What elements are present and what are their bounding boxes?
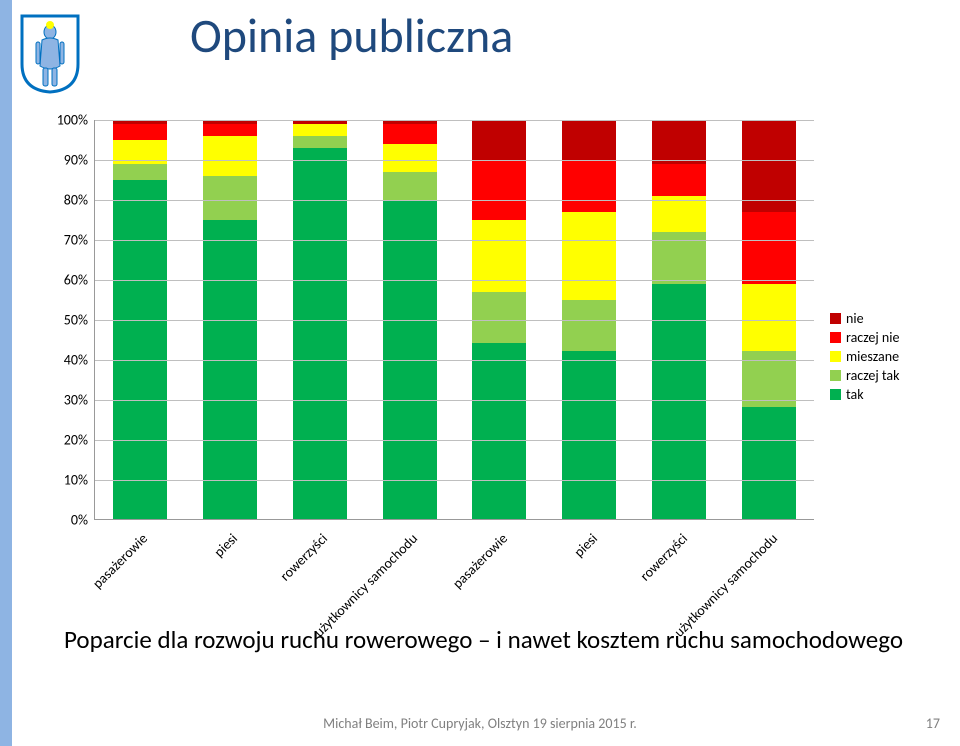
bar-segment-mieszane: [383, 144, 437, 172]
legend-label: raczej tak: [846, 367, 900, 384]
bar-segment-nie: [472, 120, 526, 160]
gridline: [95, 280, 814, 281]
ytick-label: 70%: [42, 232, 88, 249]
bar-segment-mieszane: [203, 136, 257, 176]
bar-segment-mieszane: [293, 124, 347, 136]
plot-area: [94, 120, 814, 520]
bar-segment-raczej_nie: [113, 124, 167, 140]
gridline: [95, 480, 814, 481]
bar-segment-nie: [742, 120, 796, 212]
legend-swatch: [830, 351, 841, 362]
ytick-label: 10%: [42, 472, 88, 489]
gridline: [95, 360, 814, 361]
bar-segment-raczej_nie: [562, 160, 616, 212]
bar-segment-raczej_tak: [203, 176, 257, 220]
page-number: 17: [926, 715, 940, 732]
bar-segment-tak: [203, 220, 257, 519]
legend-item-raczej_nie: raczej nie: [830, 329, 900, 346]
legend-label: nie: [846, 310, 864, 327]
x-axis-label: rowerzyści: [637, 530, 691, 584]
legend-item-mieszane: mieszane: [830, 348, 900, 365]
bar-segment-tak: [472, 343, 526, 519]
x-axis-label: pasażerowie: [449, 530, 511, 592]
bar-segment-raczej_tak: [293, 136, 347, 148]
ytick-label: 100%: [42, 112, 88, 129]
bar-segment-tak: [652, 284, 706, 519]
bar-segment-raczej_nie: [652, 164, 706, 196]
bar-segment-raczej_nie: [472, 160, 526, 220]
bar-segment-tak: [113, 180, 167, 519]
gridline: [95, 400, 814, 401]
footer-text: Michał Beim, Piotr Cupryjak, Olsztyn 19 …: [0, 715, 960, 732]
gridline: [95, 240, 814, 241]
bar-segment-raczej_nie: [383, 124, 437, 144]
bar-segment-raczej_nie: [203, 124, 257, 136]
gridline: [95, 440, 814, 441]
legend-swatch: [830, 313, 841, 324]
gridline: [95, 320, 814, 321]
bar-segment-nie: [562, 120, 616, 160]
bar-segment-raczej_tak: [113, 164, 167, 180]
legend-item-raczej_tak: raczej tak: [830, 367, 900, 384]
bar-segment-mieszane: [562, 212, 616, 300]
bar-segment-raczej_tak: [472, 292, 526, 344]
slide: Opinia publiczna 0% 10% 20% 30% 40% 50% 60% 70%…: [0, 0, 960, 746]
legend-swatch: [830, 332, 841, 343]
gridline: [95, 120, 814, 121]
caption: Poparcie dla rozwoju ruchu rowerowego – …: [64, 624, 904, 655]
legend-swatch: [830, 389, 841, 400]
gridline: [95, 200, 814, 201]
legend: nie raczej nie mieszane raczej tak tak: [830, 310, 900, 405]
x-axis-label: piesi: [210, 530, 241, 561]
legend-item-tak: tak: [830, 386, 900, 403]
legend-item-nie: nie: [830, 310, 900, 327]
sidebar-accent: [0, 0, 12, 746]
legend-swatch: [830, 370, 841, 381]
bar-segment-mieszane: [742, 284, 796, 352]
legend-label: tak: [846, 386, 864, 403]
bar-segment-tak: [742, 407, 796, 519]
bar-segment-raczej_tak: [383, 172, 437, 200]
ytick-label: 20%: [42, 432, 88, 449]
legend-label: raczej nie: [846, 329, 899, 346]
gridline: [95, 160, 814, 161]
ytick-label: 80%: [42, 192, 88, 209]
bar-segment-raczej_tak: [562, 300, 616, 352]
chart: 0% 10% 20% 30% 40% 50% 60% 70% 80% 90% 100% pasaże…: [40, 110, 920, 620]
bar-segment-tak: [293, 148, 347, 519]
bar-segment-mieszane: [652, 196, 706, 232]
bar-segment-nie: [652, 120, 706, 164]
x-axis-label: rowerzyści: [277, 530, 331, 584]
bar-segment-raczej_nie: [742, 212, 796, 284]
x-axis-label: piesi: [570, 530, 601, 561]
x-axis-label: pasażerowie: [89, 530, 151, 592]
ytick-label: 90%: [42, 152, 88, 169]
legend-label: mieszane: [846, 348, 899, 365]
ytick-label: 30%: [42, 392, 88, 409]
bar-segment-tak: [562, 351, 616, 519]
ytick-label: 0%: [42, 512, 88, 529]
ytick-label: 50%: [42, 312, 88, 329]
ytick-label: 40%: [42, 352, 88, 369]
slide-title: Opinia publiczna: [190, 6, 513, 65]
ytick-label: 60%: [42, 272, 88, 289]
olsztyn-logo: [20, 14, 80, 94]
